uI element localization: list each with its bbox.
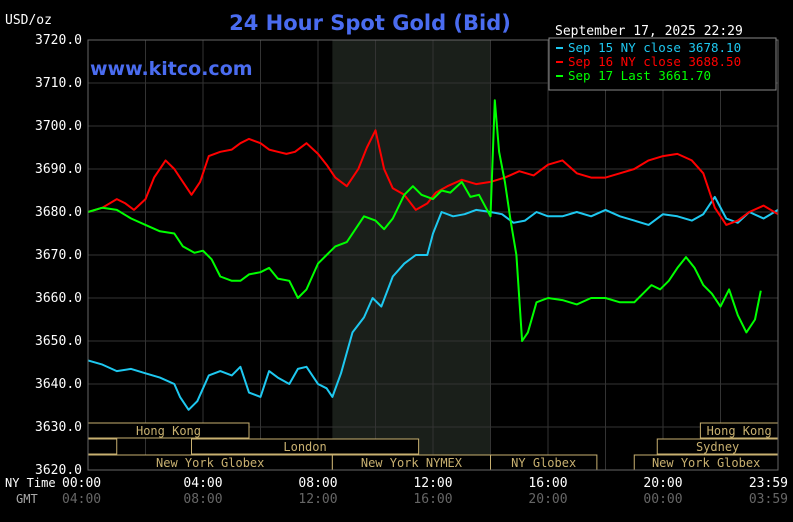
x-tick-label-ny: 20:00 [643,476,682,491]
timestamp: September 17, 2025 22:29 [555,24,743,39]
session-label: New York Globex [652,456,760,470]
session-label: New York Globex [156,456,264,470]
grid-layer [88,40,778,470]
y-tick-label: 3700.0 [35,119,82,134]
x-tick-label-gmt: 04:00 [62,492,101,507]
legend-entry: Sep 17 Last 3661.70 [568,68,711,83]
session-bars-layer: Hong Kong Hong Kong London Sydney New York G… [87,422,779,471]
x-tick-label-ny: 08:00 [298,476,337,491]
y-tick-label: 3650.0 [35,334,82,349]
session-bar [191,438,420,455]
series-line-1 [87,129,779,226]
session-label: NY Globex [511,456,576,470]
plot-frame [87,39,779,471]
x-tick-label-gmt: 12:00 [298,492,337,507]
x-tick-label-ny: 04:00 [183,476,222,491]
y-axis-label: USD/oz [5,13,52,28]
x-tick-label-gmt: 08:00 [183,492,222,507]
x-tick-label-gmt: 03:59 [749,492,788,507]
x-row-label-gmt: GMT [16,492,38,506]
y-tick-label: 3690.0 [35,162,82,177]
y-axis: 3720.0 3710.0 3700.0 3690.0 3680.0 3670.0 3660… [35,33,82,478]
x-tick-label-gmt: 16:00 [413,492,452,507]
x-tick-label-ny: 16:00 [528,476,567,491]
y-tick-label: 3660.0 [35,291,82,306]
session-label: Hong Kong [707,424,772,438]
legend-box [548,37,777,91]
session-bar [87,438,118,455]
watermark: www.kitco.com [90,58,253,80]
session-label: Sydney [696,440,739,454]
chart-title: 24 Hour Spot Gold (Bid) [229,11,511,35]
series-line-0 [87,195,779,411]
y-tick-label: 3710.0 [35,76,82,91]
series-layer [87,99,779,411]
y-tick-label: 3680.0 [35,205,82,220]
session-label: London [283,440,326,454]
y-tick-label: 3630.0 [35,420,82,435]
x-tick-label-gmt: 20:00 [528,492,567,507]
y-tick-label: 3670.0 [35,248,82,263]
x-tick-label-ny: 00:00 [62,476,101,491]
x-tick-label-ny: 12:00 [413,476,452,491]
legend-entry: Sep 16 NY close 3688.50 [568,54,741,69]
legend-entry: Sep 15 NY close 3678.10 [568,40,741,55]
y-tick-label: 3640.0 [35,377,82,392]
session-label: New York NYMEX [361,456,463,470]
x-tick-label-ny: 23:59 [749,476,788,491]
x-row-label-ny: NY Time [5,476,56,490]
session-label: Hong Kong [136,424,201,438]
x-tick-label-gmt: 00:00 [643,492,682,507]
y-tick-label: 3720.0 [35,33,82,48]
series-line-2 [87,99,762,342]
y-tick-label: 3620.0 [35,463,82,478]
